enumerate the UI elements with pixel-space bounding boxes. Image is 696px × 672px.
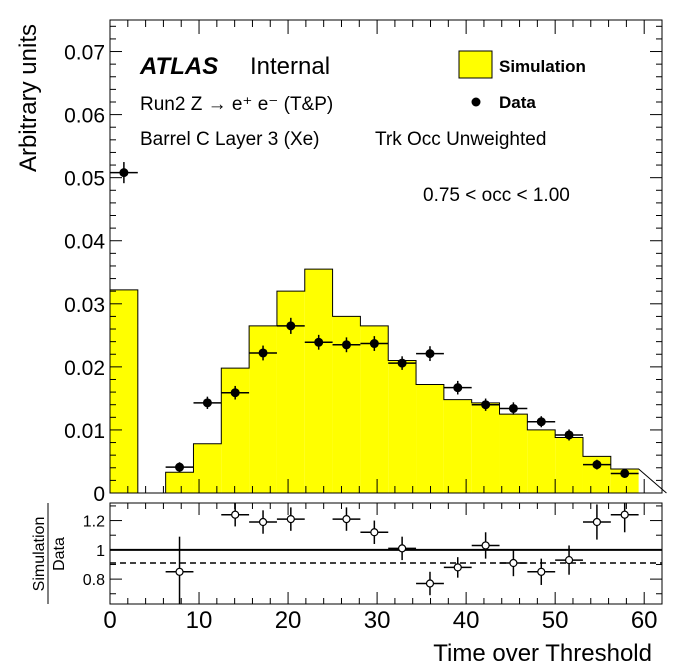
main-y-axis: 0 0.01 0.02 0.03 0.04 0.05 0.06 0.07	[64, 25, 662, 506]
data-point	[286, 321, 296, 331]
simulation-bar	[610, 469, 639, 493]
internal-label: Internal	[250, 53, 330, 80]
ratio-y-tick-label: 1	[96, 543, 105, 560]
legend-data-marker	[471, 97, 481, 107]
ratio-point	[370, 528, 379, 537]
annotation-run: Run2 Z → e⁺ e⁻ (T&P)	[140, 94, 333, 115]
ratio-point	[509, 558, 518, 568]
atlas-label: ATLAS	[139, 53, 218, 80]
simulation-bar	[443, 399, 472, 493]
simulation-bar	[527, 429, 556, 493]
main-y-tick-label: 0.01	[64, 420, 105, 443]
ratio-point	[564, 555, 574, 565]
simulation-bar	[165, 472, 194, 493]
simulation-outline	[109, 268, 667, 494]
data-point	[202, 398, 212, 408]
data-point	[314, 337, 324, 347]
ratio-x-tick-label: 60	[631, 607, 658, 634]
simulation-bar	[499, 414, 528, 493]
simulation-bar	[555, 437, 583, 493]
ratio-point	[175, 567, 184, 576]
x-axis-title: Time over Threshold	[433, 640, 652, 667]
simulation-bar	[471, 402, 500, 493]
data-point	[620, 468, 630, 478]
data-point	[341, 340, 351, 350]
data-point	[397, 358, 407, 368]
legend-simulation-swatch	[458, 50, 493, 79]
data-point	[592, 460, 602, 470]
ratio-y-tick-label: 1.2	[83, 514, 105, 531]
simulation-bar	[193, 443, 222, 493]
ratio-point	[398, 544, 407, 553]
main-y-tick-label: 0	[93, 483, 105, 506]
data-point	[481, 400, 491, 410]
annotation-layer: Barrel C Layer 3 (Xe)	[140, 129, 320, 150]
main-y-tick-label: 0.03	[64, 294, 105, 317]
ratio-x-tick-label: 40	[453, 607, 480, 634]
main-y-tick-label: 0.05	[64, 168, 105, 191]
y-axis-title: Arbitrary units	[15, 24, 42, 172]
main-panel: 0 0.01 0.02 0.03 0.04 0.05 0.06 0.07 Arbitrary …	[15, 19, 667, 506]
ratio-y-title-denominator: Data	[51, 537, 68, 571]
ratio-points	[165, 503, 639, 604]
ratio-x-tick-label: 20	[275, 607, 302, 634]
ratio-y-title: Simulation Data	[31, 503, 68, 604]
annotation-occupancy-cut: 0.75 < occ < 1.00	[423, 185, 570, 206]
ratio-point	[481, 541, 490, 550]
ratio-point	[425, 579, 435, 588]
legend-data-label: Data	[499, 93, 536, 112]
ratio-y-tick-label: 0.8	[83, 572, 105, 589]
data-point	[258, 348, 268, 358]
simulation-bar	[110, 289, 138, 493]
main-y-tick-label: 0.07	[64, 42, 105, 65]
legend: Simulation Data	[458, 50, 586, 112]
ratio-x-axis: 0 10 20 30 40 50 60	[103, 503, 663, 634]
ratio-x-tick-label: 50	[542, 607, 569, 634]
data-point	[508, 403, 518, 413]
data-point	[564, 430, 574, 440]
ratio-point	[620, 510, 629, 519]
main-y-tick-label: 0.02	[64, 357, 105, 380]
ratio-x-tick-label: 0	[103, 607, 116, 634]
ratio-x-tick-label: 10	[186, 607, 213, 634]
ratio-point	[258, 517, 268, 527]
simulation-bar	[388, 360, 417, 493]
data-point	[425, 349, 435, 359]
data-point	[119, 168, 129, 178]
ratio-point	[592, 517, 602, 527]
ratio-point	[537, 567, 546, 576]
data-point	[453, 383, 463, 393]
ratio-point	[342, 515, 351, 524]
main-x-ticks	[109, 20, 663, 493]
main-frame	[109, 19, 663, 494]
annotation-weighting: Trk Occ Unweighted	[375, 129, 546, 150]
data-point	[369, 339, 379, 349]
ratio-point	[286, 515, 295, 524]
legend-simulation-label: Simulation	[499, 57, 586, 76]
simulation-histogram	[109, 268, 667, 494]
simulation-bar	[304, 269, 333, 493]
data-points	[109, 162, 639, 478]
ratio-point	[453, 563, 462, 572]
simulation-bar	[416, 384, 444, 493]
data-point	[230, 388, 240, 398]
ratio-y-axis: 0.8 1 1.2	[83, 505, 662, 595]
main-y-tick-label: 0.06	[64, 105, 105, 128]
ratio-frame	[109, 502, 663, 605]
ratio-x-tick-label: 30	[364, 607, 391, 634]
ratio-panel: 0.8 1 1.2 0 10 20 30 40 50 60 Simulation Data Ti…	[31, 502, 663, 667]
simulation-bar	[360, 325, 389, 493]
main-y-tick-label: 0.04	[64, 231, 105, 254]
ratio-point	[231, 510, 240, 519]
ratio-y-title-numerator: Simulation	[31, 517, 48, 592]
data-point	[536, 417, 546, 427]
data-point	[175, 462, 185, 472]
